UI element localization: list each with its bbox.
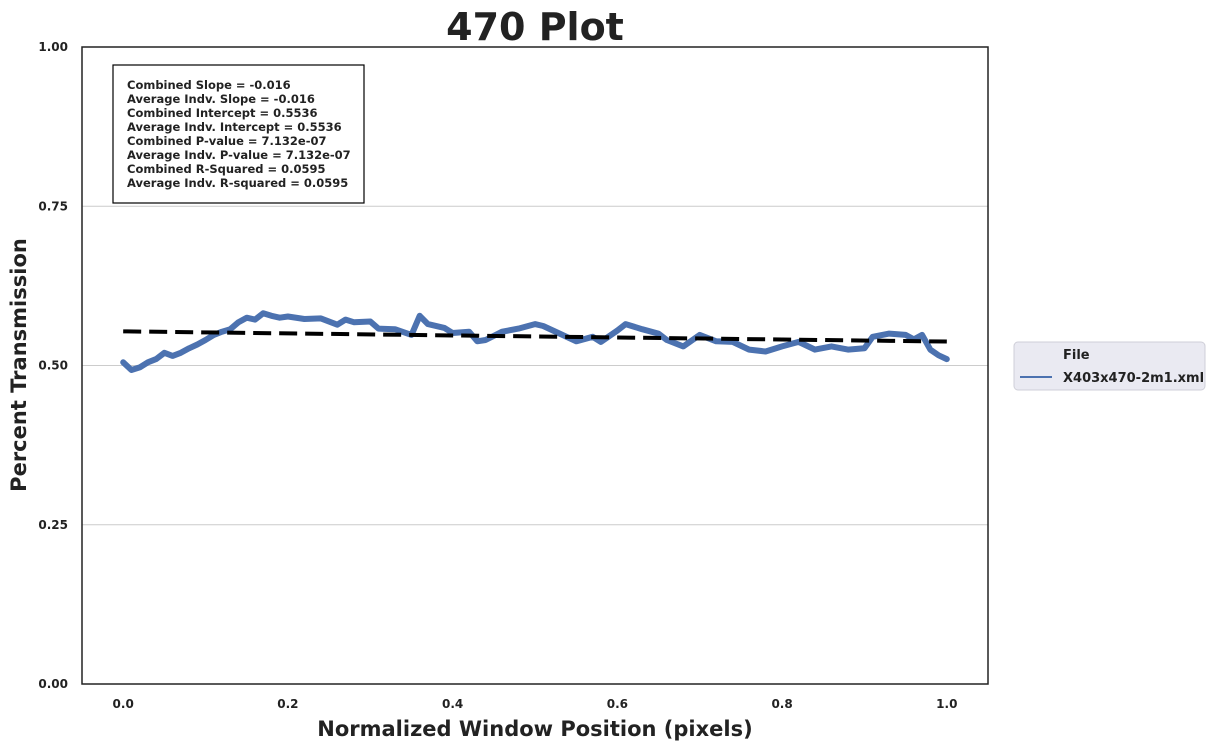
legend-entry: X403x470-2m1.xml	[1063, 371, 1204, 386]
x-tick-label: 0.8	[771, 697, 792, 711]
x-tick-label: 0.0	[113, 697, 134, 711]
y-tick-label: 0.25	[38, 518, 68, 532]
stats-line: Average Indv. Slope = -0.016	[127, 92, 315, 106]
x-tick-label: 0.6	[607, 697, 628, 711]
legend-title: File	[1063, 348, 1090, 363]
x-tick-label: 0.2	[277, 697, 298, 711]
stats-line: Combined P-value = 7.132e-07	[127, 134, 327, 148]
fit-layer	[123, 329, 947, 344]
stats-line: Combined Slope = -0.016	[127, 78, 291, 92]
y-tick-label: 0.50	[38, 359, 68, 373]
legend: File X403x470-2m1.xml	[1013, 341, 1206, 391]
x-tick-label: 0.4	[442, 697, 463, 711]
y-tick-label: 0.75	[38, 199, 68, 213]
stats-line: Average Indv. Intercept = 0.5536	[127, 120, 342, 134]
stats-line: Average Indv. R-squared = 0.0595	[127, 176, 348, 190]
y-tick-label: 0.00	[38, 677, 68, 691]
stats-line: Average Indv. P-value = 7.132e-07	[127, 148, 351, 162]
x-tick-label: 1.0	[936, 697, 957, 711]
stats-line: Combined R-Squared = 0.0595	[127, 162, 326, 176]
x-axis-label: Normalized Window Position (pixels)	[317, 717, 752, 741]
y-tick-label: 1.00	[38, 40, 68, 54]
grid-lines	[82, 205, 988, 526]
y-axis-label: Percent Transmission	[7, 238, 31, 492]
chart-title: 470 Plot	[446, 5, 624, 49]
plot-frame	[81, 46, 989, 685]
regression-line	[123, 329, 947, 344]
x-tick-labels: 0.0 0.2 0.4 0.6 0.8 1.0	[113, 697, 958, 711]
legend-frame	[1013, 341, 1206, 391]
y-tick-labels: 0.00 0.25 0.50 0.75 1.00	[38, 40, 68, 691]
stats-box-frame	[112, 64, 365, 204]
stats-line: Combined Intercept = 0.5536	[127, 106, 318, 120]
